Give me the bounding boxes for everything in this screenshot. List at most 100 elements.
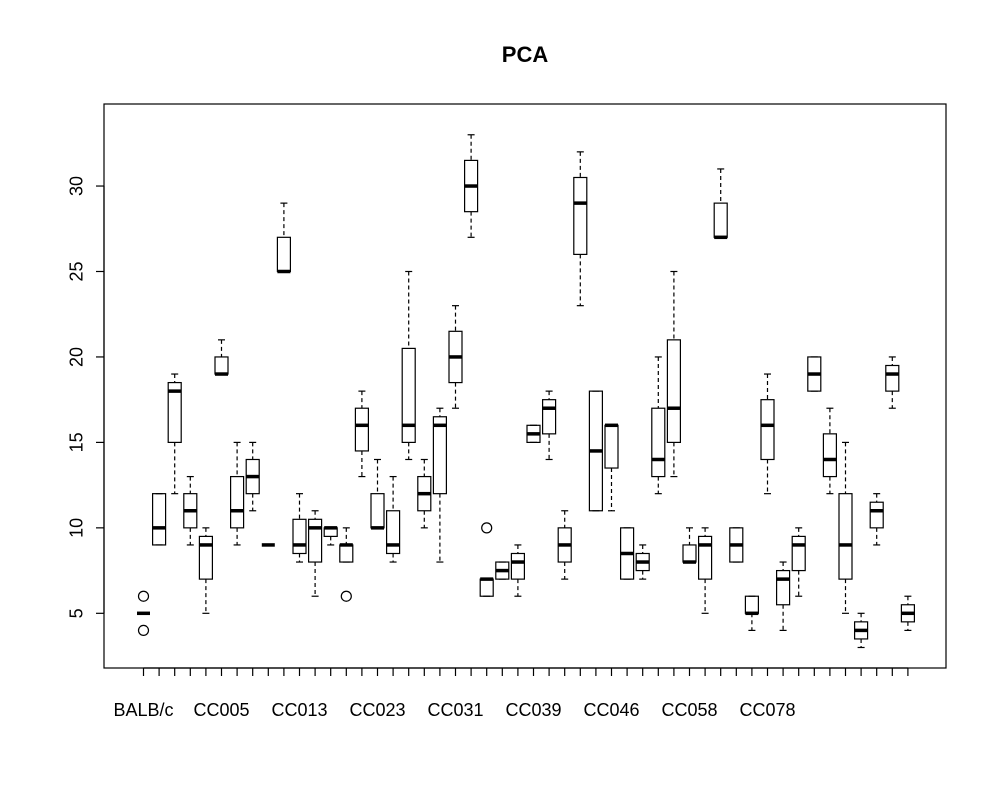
box-rect (775, 569, 791, 606)
box-27 (541, 390, 557, 461)
box-46 (838, 441, 853, 614)
box-20 (432, 407, 447, 563)
x-tick-label: CC078 (739, 700, 795, 720)
box-rect (791, 535, 806, 572)
box-rect (682, 544, 697, 563)
box-21 (448, 305, 463, 409)
box-rect (354, 407, 369, 452)
chart-title: PCA (502, 42, 549, 67)
box-rect (292, 518, 307, 555)
box-16 (370, 458, 385, 530)
box-42 (775, 561, 791, 632)
y-axis: 5 10 15 20 25 30 (67, 176, 105, 618)
box-rect (308, 518, 323, 563)
box-rect (838, 493, 853, 580)
box-47 (853, 612, 869, 649)
box-rect (479, 578, 494, 597)
x-axis: BALB/c CC005 CC013 CC023 CC031 CC039 CC046 CC05… (113, 667, 909, 720)
box-rect (230, 475, 245, 529)
box-11 (292, 493, 307, 563)
box-41 (760, 373, 775, 495)
box-rect (744, 595, 760, 614)
x-tick-label: CC039 (505, 700, 561, 720)
box-25 (510, 544, 525, 597)
y-tick-label: 25 (67, 261, 87, 281)
x-tick-label: CC046 (583, 700, 639, 720)
box-38 (713, 168, 728, 240)
box-1 (137, 590, 150, 637)
box-43 (791, 527, 806, 597)
box-6 (214, 339, 229, 376)
box-40 (744, 595, 760, 632)
box-44 (807, 356, 822, 392)
box-23 (479, 522, 494, 597)
box-34 (651, 356, 666, 495)
x-tick-label: BALB/c (113, 700, 173, 720)
box-rect (885, 364, 900, 392)
box-30 (588, 390, 604, 512)
box-rect (713, 202, 728, 238)
box-15 (354, 390, 369, 478)
box-28 (557, 510, 572, 580)
box-rect (510, 552, 525, 580)
box-rect (386, 510, 401, 555)
box-14 (339, 527, 354, 602)
box-50 (900, 595, 916, 632)
box-35 (666, 270, 682, 478)
y-tick-label: 20 (67, 347, 87, 367)
box-rect (198, 535, 213, 580)
box-33 (635, 544, 650, 580)
boxes-group (137, 134, 916, 649)
box-36 (682, 527, 697, 564)
outlier-point (137, 590, 150, 602)
box-7 (230, 441, 245, 546)
box-29 (573, 151, 588, 307)
y-tick-label: 15 (67, 432, 87, 452)
box-13 (323, 526, 338, 546)
box-rect (152, 493, 167, 546)
outlier-point (481, 522, 493, 534)
box-2 (152, 493, 167, 546)
plot-frame (103, 103, 947, 669)
outlier-point (340, 590, 352, 602)
box-rect (869, 501, 884, 529)
x-tick-label: CC031 (427, 700, 483, 720)
box-49 (885, 356, 900, 409)
box-37 (697, 527, 713, 614)
box-rect (401, 347, 416, 443)
x-tick-label: CC058 (661, 700, 717, 720)
outlier-point (137, 624, 150, 637)
box-rect (604, 424, 619, 469)
x-tick-label: CC005 (193, 700, 249, 720)
box-17 (386, 475, 401, 563)
box-24 (495, 561, 510, 580)
box-32 (619, 527, 635, 580)
box-rect (541, 399, 557, 435)
y-tick-label: 30 (67, 176, 87, 196)
box-3 (167, 373, 182, 495)
box-rect (651, 407, 666, 478)
box-rect (822, 433, 838, 478)
box-12 (308, 510, 323, 597)
box-rect (432, 416, 447, 495)
box-22 (464, 134, 479, 238)
box-45 (822, 407, 838, 495)
box-39 (729, 527, 744, 563)
box-48 (869, 493, 884, 546)
box-rect (167, 381, 182, 443)
box-19 (417, 458, 432, 529)
box-18 (401, 270, 416, 461)
box-rect (697, 535, 713, 580)
box-rect (760, 399, 775, 461)
box-31 (604, 423, 619, 512)
box-rect (573, 176, 588, 255)
box-rect (339, 544, 354, 563)
box-10 (276, 202, 291, 274)
box-4 (183, 475, 198, 546)
x-tick-label: CC013 (271, 700, 327, 720)
box-5 (198, 527, 213, 614)
box-8 (245, 441, 260, 512)
box-rect (214, 356, 229, 375)
y-tick-label: 5 (67, 608, 87, 618)
